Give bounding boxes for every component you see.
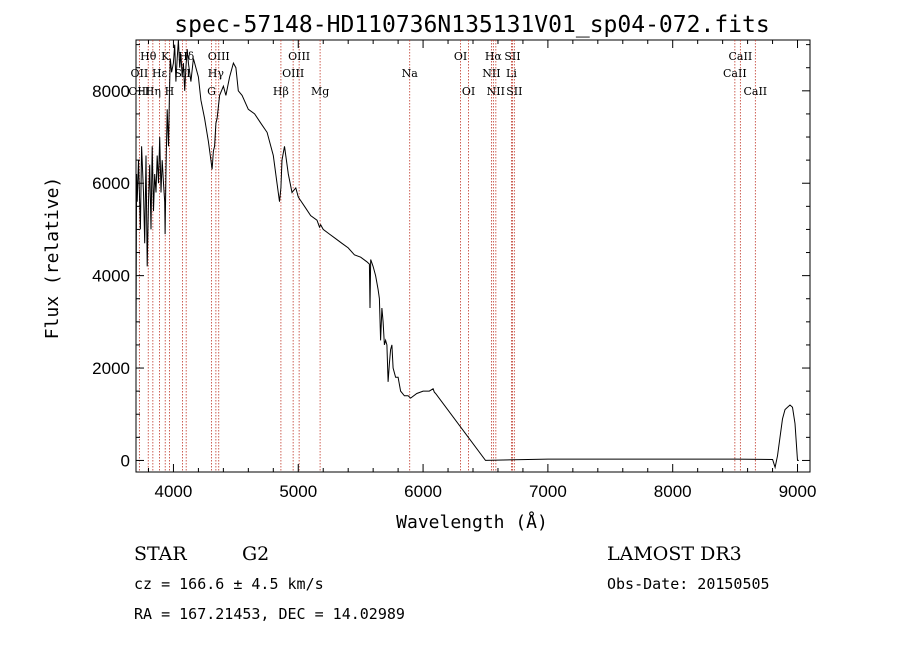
- x-tick-label: 6000: [404, 482, 442, 501]
- x-tick-label: 7000: [529, 482, 567, 501]
- spectral-line-label: CaII: [743, 85, 767, 98]
- x-axis-ticks: 4000 5000 6000 7000 8000 9000: [147, 40, 817, 501]
- y-tick-label: 6000: [92, 174, 130, 193]
- spectral-line-label: Hβ: [273, 85, 289, 98]
- coordinates-text: RA = 167.21453, DEC = 14.02989: [134, 605, 405, 623]
- spectral-line-label: OIII: [208, 50, 230, 63]
- spectral-line-label: Hγ: [208, 67, 225, 80]
- spectral-line-label: OI: [454, 50, 467, 63]
- x-tick-label: 9000: [779, 482, 817, 501]
- y-tick-label: 8000: [92, 82, 130, 101]
- survey-name: LAMOST DR3: [607, 543, 742, 565]
- spectral-line-label: OIII: [128, 85, 150, 98]
- spectral-line-label: CaII: [729, 50, 753, 63]
- spectral-line-label: CaII: [723, 67, 747, 80]
- object-subclass: G2: [242, 543, 269, 565]
- spectral-line-label: OIII: [288, 50, 310, 63]
- x-tick-label: 4000: [155, 482, 193, 501]
- chart-title: spec-57148-HD110736N135131V01_sp04-072.f…: [174, 12, 769, 38]
- spectral-line-label: NII: [482, 67, 500, 80]
- x-tick-label: 5000: [279, 482, 317, 501]
- spectral-line-label: SII: [504, 50, 520, 63]
- y-tick-label: 0: [121, 451, 130, 470]
- object-class: STAR: [134, 543, 187, 565]
- spectral-line-label: NII: [487, 85, 505, 98]
- y-axis-ticks: 0 2000 4000 6000 8000: [92, 44, 810, 470]
- plot-frame: [135, 39, 811, 473]
- y-axis-label: Flux (relative): [42, 177, 63, 340]
- obs-date-text: Obs-Date: 20150505: [607, 575, 770, 593]
- spectral-line-label: OI: [462, 85, 475, 98]
- redshift-text: cz = 166.6 ± 4.5 km/s: [134, 575, 324, 593]
- spectral-line-label: OIII: [282, 67, 304, 80]
- y-tick-label: 2000: [92, 359, 130, 378]
- spectral-line-label: Hα: [485, 50, 503, 63]
- spectral-line-label: OII: [131, 67, 149, 80]
- spectral-line-label: Mg: [311, 85, 329, 98]
- spectral-line-label: Hε: [152, 67, 168, 80]
- spectral-line-label: Hη: [145, 85, 161, 98]
- x-axis-label: Wavelength (Å): [396, 511, 548, 533]
- spectral-line-markers: [138, 40, 756, 472]
- spectral-line-label: G: [207, 85, 216, 98]
- spectral-line-label: Li: [506, 67, 517, 80]
- x-tick-label: 8000: [654, 482, 692, 501]
- spectrum-line: [135, 39, 799, 470]
- spectral-line-label: SII: [506, 85, 522, 98]
- y-tick-label: 4000: [92, 267, 130, 286]
- spectral-line-label: Na: [402, 67, 419, 80]
- spectral-line-label: Hθ: [140, 50, 157, 63]
- spectral-line-label: K: [161, 50, 170, 63]
